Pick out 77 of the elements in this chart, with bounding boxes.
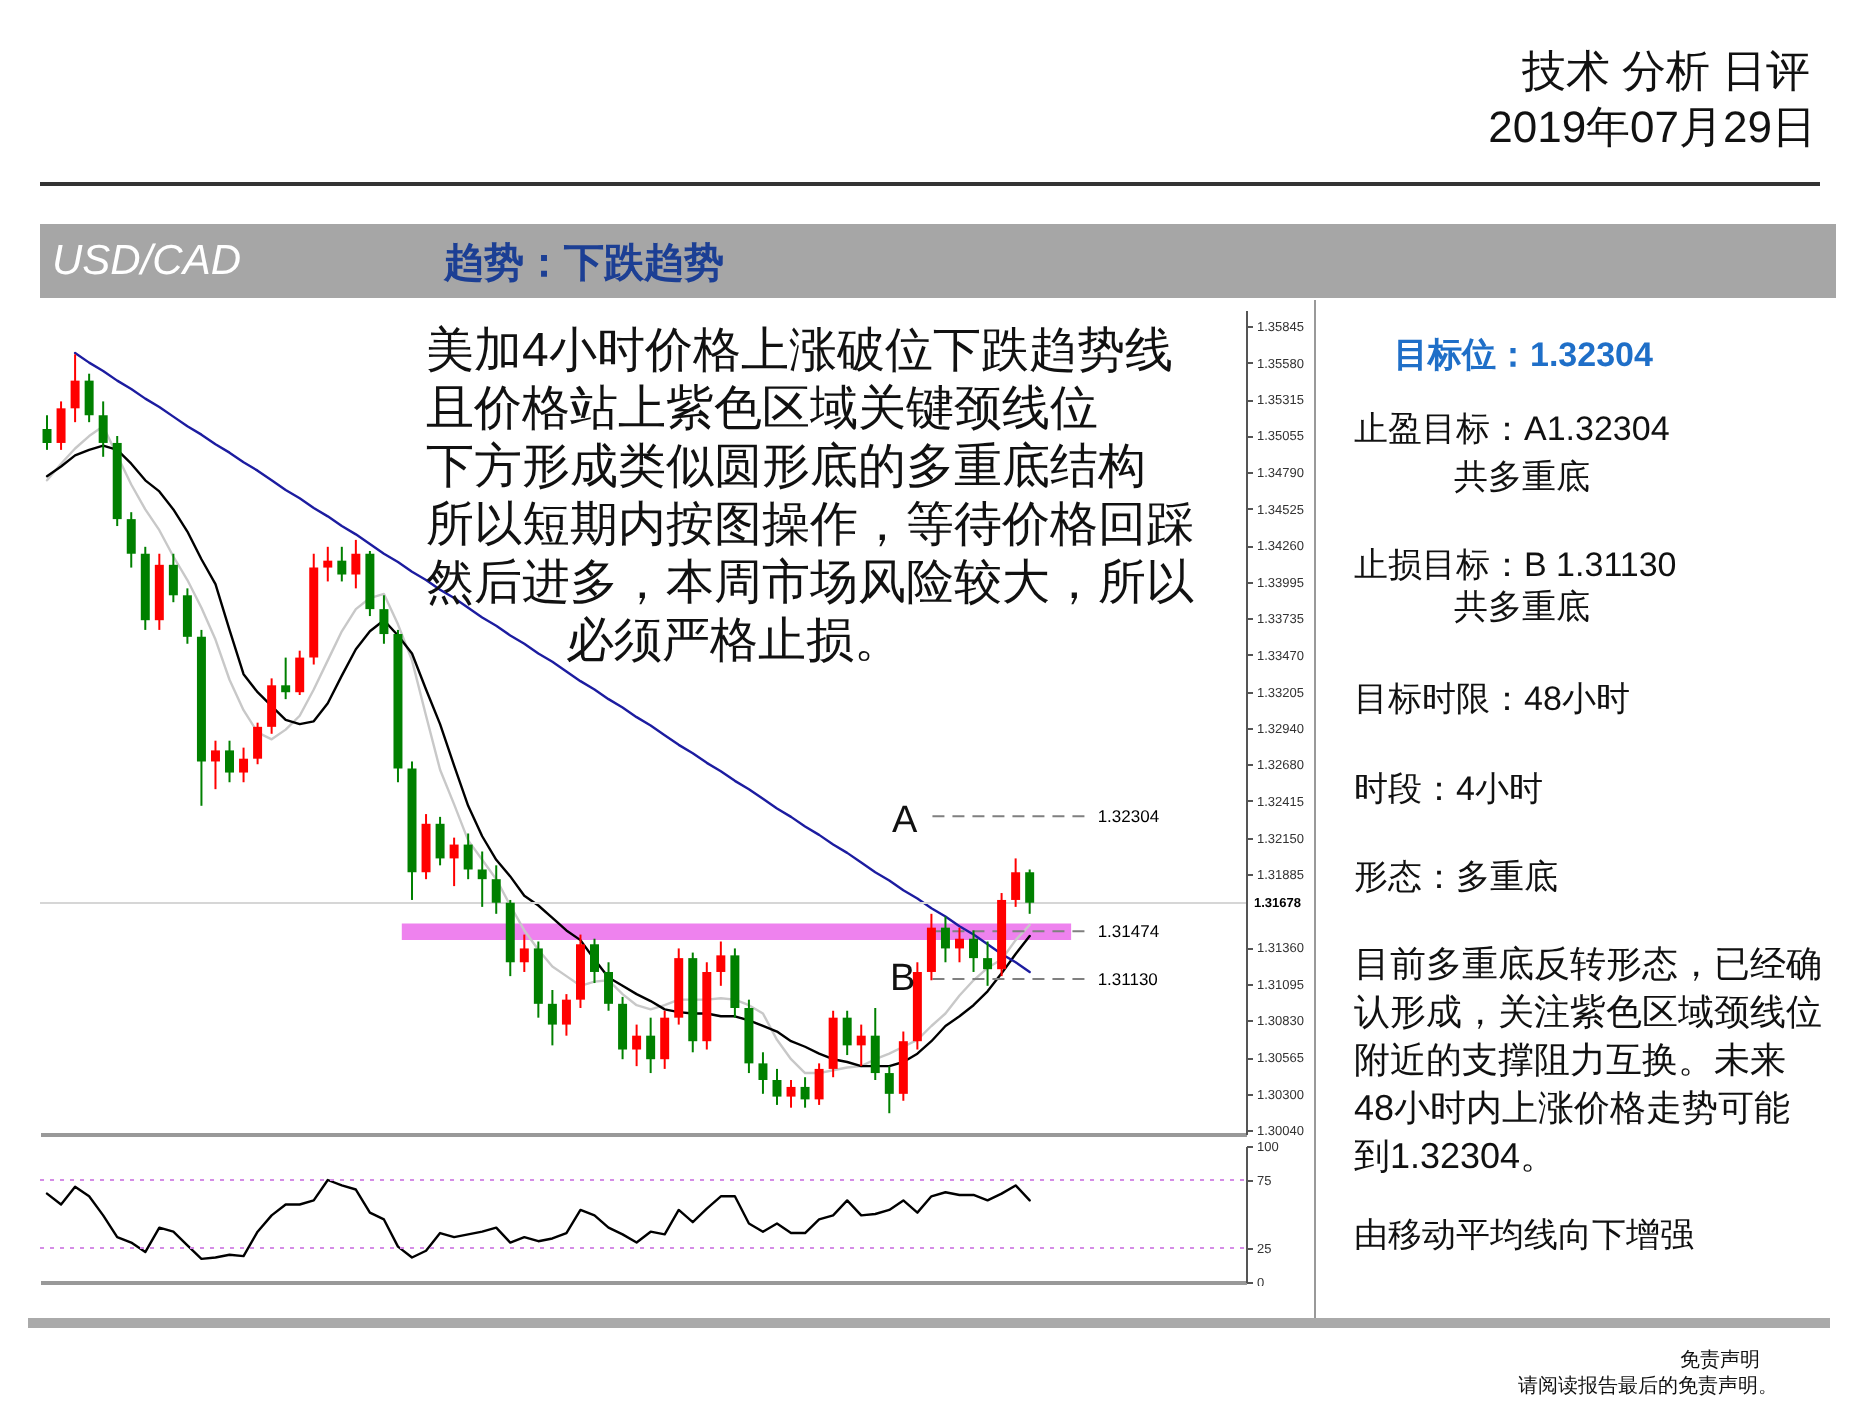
candlestick <box>856 1023 866 1068</box>
candlestick <box>239 746 249 784</box>
ref-line-label: 1.32304 <box>1097 806 1160 827</box>
candlestick <box>351 538 361 590</box>
text: 技术 分析 日评 <box>1521 44 1810 100</box>
candlestick <box>168 552 178 604</box>
candlestick <box>126 511 136 569</box>
candlestick <box>618 995 628 1061</box>
text: 止损目标：B 1.31130 <box>1354 544 1677 588</box>
text: 目标时限：48小时 <box>1354 678 1630 722</box>
candlestick <box>758 1051 768 1095</box>
candlestick <box>926 912 936 982</box>
annotation: 美加4小时价格上涨破位下跌趋势线 <box>426 324 1173 378</box>
candlestick <box>253 721 263 766</box>
candlestick <box>547 988 557 1047</box>
candlestick <box>323 545 333 583</box>
candlestick <box>786 1078 796 1109</box>
candlestick <box>435 815 445 867</box>
text: 止盈目标：A1.32304 <box>1354 408 1670 452</box>
annotation: 所以短期内按图操作，等待价格回踩 <box>426 498 1194 552</box>
annotation: 且价格站上紫色区域关键颈线位 <box>426 382 1098 436</box>
candlestick <box>772 1067 782 1106</box>
annotation: 下方形成类似圆形底的多重底结构 <box>426 440 1146 494</box>
candlestick <box>225 739 234 784</box>
annotation: A <box>892 798 918 846</box>
candlestick <box>477 850 487 908</box>
candlestick <box>969 929 979 973</box>
ref-line-label: 1.31130 <box>1097 968 1159 989</box>
line-series <box>45 1178 1031 1261</box>
text: 目前多重底反转形态，已经确认形成，关注紫色区域颈线位附近的支撑阻力互换。未来48小时内上涨价格走势可能到1.32304。 <box>1354 942 1824 1180</box>
candlestick <box>491 864 501 915</box>
chart-subtitle: 趋势：下跌趋势 <box>444 240 724 290</box>
text: 目标位：1.32304 <box>1394 334 1653 378</box>
candlestick <box>449 836 459 888</box>
annotation: 然后进多，本周市场风险较大，所以 <box>426 556 1194 610</box>
candlestick <box>379 594 389 645</box>
annotation: 必须严格止损。 <box>566 614 902 668</box>
candlestick <box>56 400 66 451</box>
candlestick <box>463 832 473 881</box>
candlestick <box>337 545 347 583</box>
candlestick <box>716 940 726 987</box>
candlestick <box>267 677 277 735</box>
candlestick <box>983 940 993 987</box>
text: 共多重底 <box>1454 456 1590 500</box>
candlestick <box>814 1062 824 1106</box>
text: 请阅读报告最后的免责声明。 <box>1518 1373 1778 1400</box>
candlestick <box>590 937 599 985</box>
text: 免责声明 <box>1680 1347 1760 1374</box>
candlestick <box>660 1009 670 1070</box>
text: 时段：4小时 <box>1354 768 1543 812</box>
text: 形态：多重底 <box>1354 856 1558 900</box>
candlestick <box>632 1023 642 1068</box>
candlestick <box>1025 868 1035 915</box>
candlestick <box>646 1016 656 1075</box>
candlestick <box>870 1006 880 1081</box>
candlestick <box>210 739 220 791</box>
candlestick <box>42 414 52 451</box>
candlestick <box>1011 857 1021 908</box>
candlestick <box>884 1065 894 1115</box>
candlestick <box>70 353 80 424</box>
candlestick <box>519 933 529 973</box>
candlestick <box>940 915 950 964</box>
candlestick <box>281 656 291 701</box>
candlestick <box>98 400 108 458</box>
candlestick <box>800 1076 810 1109</box>
ref-line-label: 1.31474 <box>1097 921 1160 942</box>
candlestick <box>84 372 94 424</box>
text: 由移动平均线向下增强 <box>1354 1214 1694 1258</box>
candlestick <box>604 961 614 1012</box>
chart-title: USD/CAD <box>52 238 242 286</box>
candlestick <box>842 1009 852 1057</box>
candlestick <box>295 649 305 696</box>
candlestick <box>561 993 571 1037</box>
text: 2019年07月29日 <box>1488 100 1816 156</box>
candlestick <box>954 926 964 964</box>
text: 共多重底 <box>1454 586 1590 630</box>
candlestick <box>182 587 192 645</box>
